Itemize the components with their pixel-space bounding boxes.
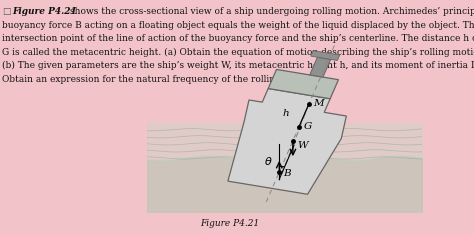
Text: Obtain an expression for the natural frequency of the rolling motion.: Obtain an expression for the natural fre… bbox=[2, 74, 319, 83]
Text: G is called the metacentric height. (a) Obtain the equation of motion describing: G is called the metacentric height. (a) … bbox=[2, 47, 474, 57]
Polygon shape bbox=[311, 51, 340, 60]
Text: intersection point of the line of action of the buoyancy force and the ship’s ce: intersection point of the line of action… bbox=[2, 34, 474, 43]
Text: (b) The given parameters are the ship’s weight W, its metacentric height h, and : (b) The given parameters are the ship’s … bbox=[2, 61, 474, 70]
Polygon shape bbox=[310, 57, 331, 77]
Text: B: B bbox=[283, 169, 291, 178]
Text: W: W bbox=[297, 141, 308, 150]
Text: shows the cross-sectional view of a ship undergoing rolling motion. Archimedes’ : shows the cross-sectional view of a ship… bbox=[70, 7, 474, 16]
Polygon shape bbox=[228, 89, 346, 194]
Text: $\theta$: $\theta$ bbox=[264, 155, 273, 167]
Text: Figure P4.21: Figure P4.21 bbox=[201, 219, 260, 228]
Polygon shape bbox=[268, 70, 338, 99]
Text: □: □ bbox=[2, 7, 10, 16]
Text: M: M bbox=[313, 99, 324, 108]
Text: G: G bbox=[304, 122, 312, 131]
Text: Figure P4.21: Figure P4.21 bbox=[12, 7, 77, 16]
Text: h: h bbox=[283, 109, 290, 118]
Text: buoyancy force B acting on a floating object equals the weight of the liquid dis: buoyancy force B acting on a floating ob… bbox=[2, 20, 474, 30]
